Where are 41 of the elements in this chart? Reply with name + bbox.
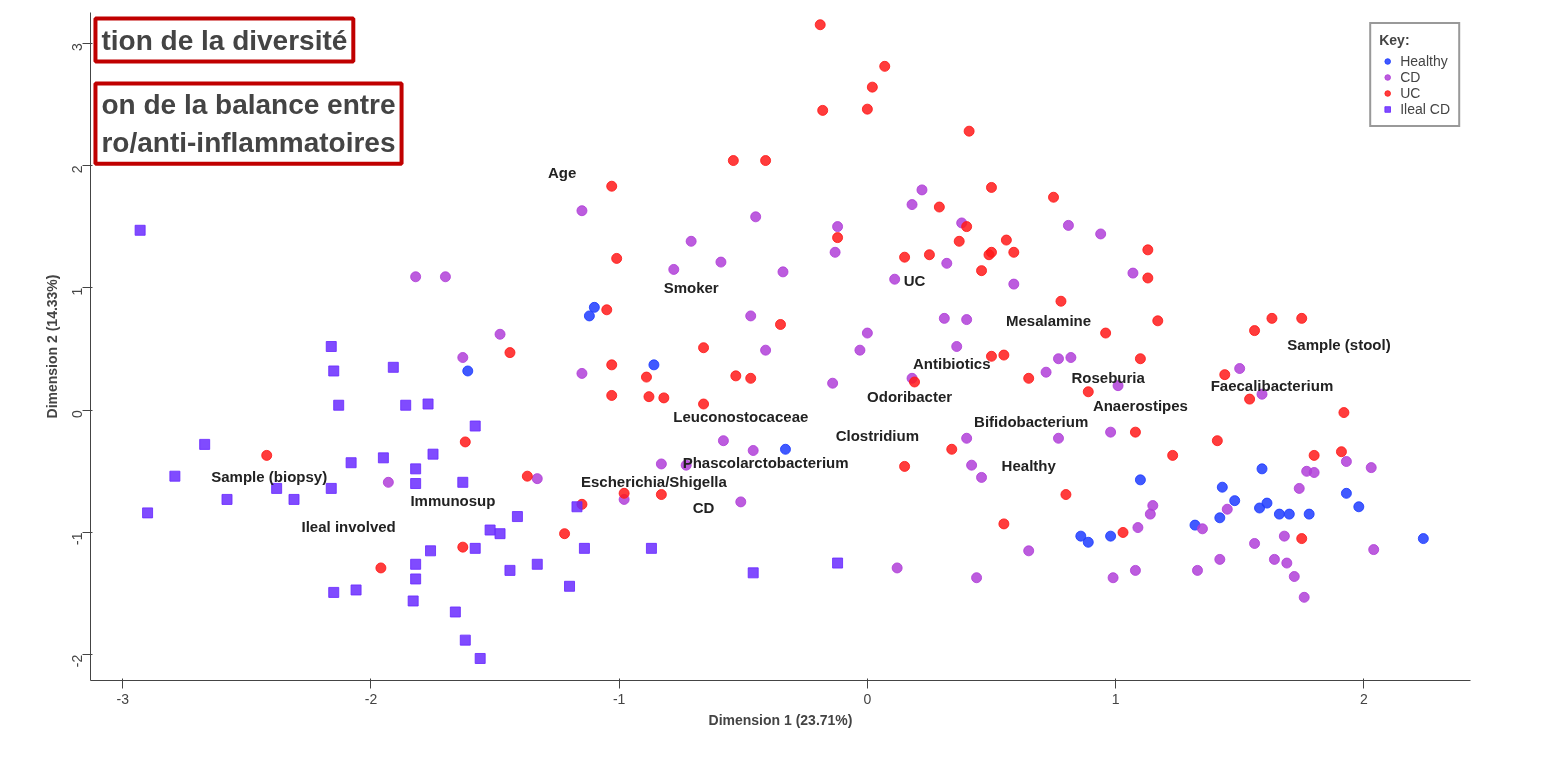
x-tick-label: 1 [1111,690,1120,707]
y-axis-title: Dimension 2 (14.33%) [43,274,60,419]
y-tick-label: -1 [69,532,86,545]
annotation: Mesalamine [1006,312,1092,330]
annotation: Faecalibacterium [1210,377,1334,395]
x-tick-label: 2 [1359,690,1368,707]
legend-label: CD [1400,69,1421,85]
legend-label: UC [1400,85,1421,101]
annotation: Odoribacter [867,388,953,406]
annotation: Escherichia/Shigella [580,472,728,490]
legend-title: Key: [1379,32,1411,48]
annotation: Ileal involved [301,517,396,535]
x-tick-label: -2 [364,690,378,707]
annotation: Leuconostocaceae [673,407,809,425]
annotation: Phascolarctobacterium [682,454,849,472]
legend-label: Ileal CD [1400,101,1450,117]
annotation: Roseburia [1071,368,1146,386]
annotation: Clostridium [835,427,919,445]
annotation: Age [547,164,577,182]
y-tick-label: -2 [69,654,86,668]
x-tick-label: -3 [116,690,130,707]
annotation: Healthy [1001,456,1057,474]
annotation: UC [903,271,926,289]
annotation: Smoker [663,279,719,297]
y-tick-label: 2 [69,165,86,174]
annotation: Bifidobacterium [974,412,1089,430]
x-tick-label: 0 [863,690,872,707]
y-tick-label: 0 [69,409,86,418]
x-axis-title: Dimension 1 (23.71%) [708,711,853,728]
annotation: Sample (stool) [1287,335,1391,353]
annotation: Immunosup [410,492,496,510]
annotation: on de la balance entre ro/anti-inflammatoires [101,89,396,158]
x-tick-label: -1 [612,690,626,707]
annotation: tion de la diversité [101,24,348,56]
annotation: Anaerostipes [1092,396,1188,414]
y-tick-label: 1 [69,287,86,296]
annotation: Antibiotics [913,355,991,373]
annotation: CD [692,499,715,517]
legend-label: Healthy [1400,53,1448,69]
y-tick-label: 3 [69,42,86,51]
annotation: Sample (biopsy) [211,467,328,485]
